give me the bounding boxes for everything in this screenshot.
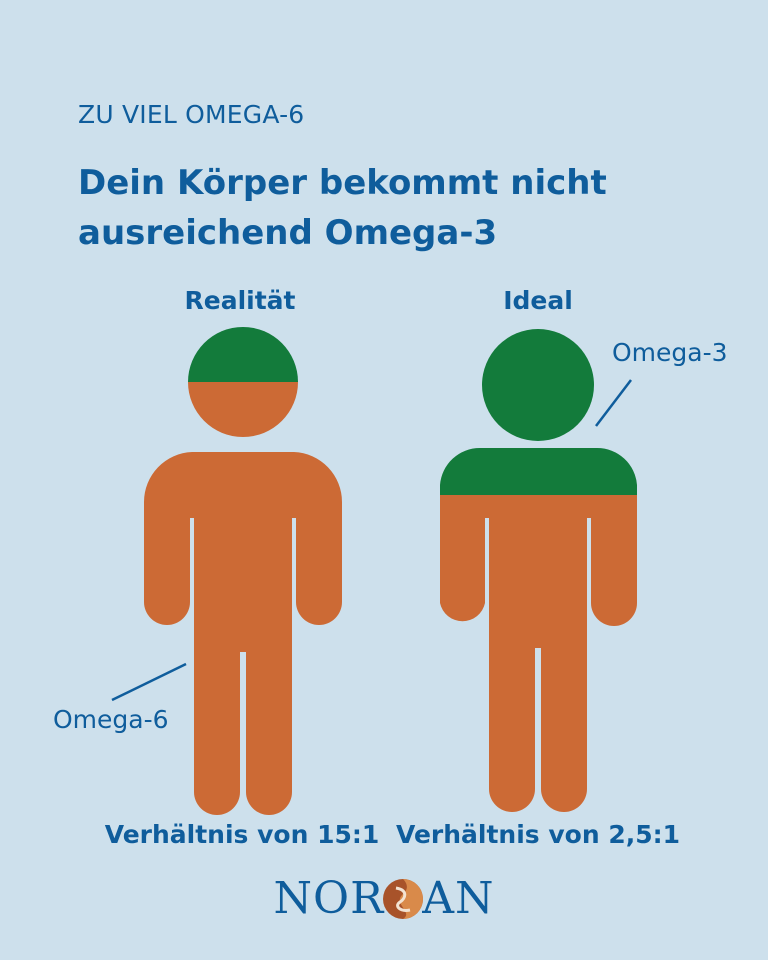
callout-omega3: Omega-3 — [612, 338, 728, 367]
figure-reality-head — [188, 327, 298, 437]
logo-text-right: AN — [422, 873, 495, 924]
eyebrow-label: ZU VIEL OMEGA-6 — [78, 100, 305, 129]
figure-reality-body — [143, 452, 343, 815]
figure-ideal-shoulders — [440, 447, 637, 497]
ratio-ideal: Verhältnis von 2,5:1 — [395, 820, 681, 849]
figure-ideal-head — [482, 329, 594, 441]
brand-logo: NOR AN — [0, 870, 768, 924]
logo-text-left: NOR — [273, 873, 385, 924]
figure-reality — [143, 327, 343, 815]
label-reality: Realität — [184, 286, 296, 315]
label-ideal: Ideal — [503, 286, 573, 315]
callout-line-omega3 — [595, 379, 632, 427]
figure-ideal-body — [440, 495, 637, 812]
logo-drop-icon — [383, 878, 424, 919]
callout-omega6: Omega-6 — [53, 705, 169, 734]
figure-ideal — [440, 329, 637, 812]
callout-line-omega6 — [111, 662, 187, 702]
headline: Dein Körper bekommt nicht ausreichend Om… — [78, 163, 607, 253]
ratio-reality: Verhältnis von 15:1 — [104, 820, 380, 849]
